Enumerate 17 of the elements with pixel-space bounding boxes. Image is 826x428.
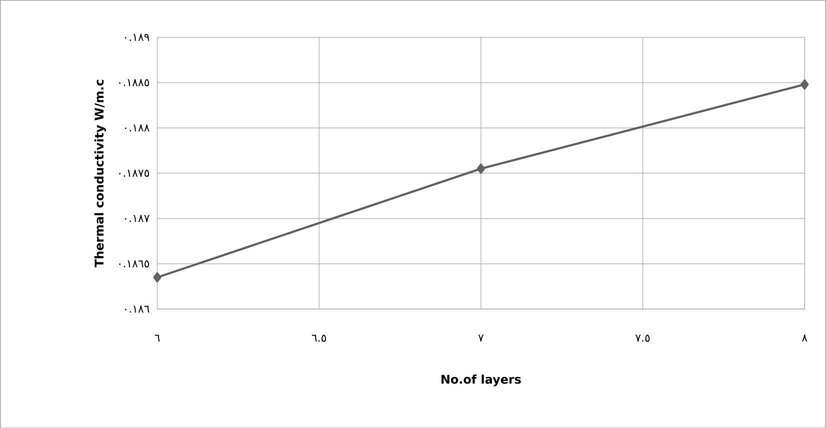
- x-tick-label: ٧.٥: [635, 334, 650, 342]
- y-tick-label: ٠.١٨٧٥: [119, 169, 150, 177]
- y-tick-label: ٠.١٨٧: [125, 214, 150, 222]
- point: [800, 79, 809, 90]
- y-tick-label: ٠.١٨٨٥: [119, 78, 150, 86]
- x-tick-label: ٨: [802, 334, 808, 342]
- point: [153, 272, 162, 282]
- point: [476, 163, 486, 174]
- y-tick-label: ٠.١٨٩: [125, 34, 150, 41]
- x-tick-label: ٧: [478, 334, 484, 342]
- x-axis-title: No.of layers: [442, 374, 521, 386]
- x-tick-label: ٦: [154, 334, 160, 342]
- y-tick-label: ٠.١٨٦٥: [119, 260, 150, 268]
- x-tick-label: ٦.٥: [312, 334, 326, 342]
- y-tick-label: ٠.١٨٨: [125, 124, 150, 132]
- y-tick-label: ٠.١٨٦: [125, 305, 150, 312]
- y-axis-title: Thermal conductivity W/m.c: [94, 80, 106, 268]
